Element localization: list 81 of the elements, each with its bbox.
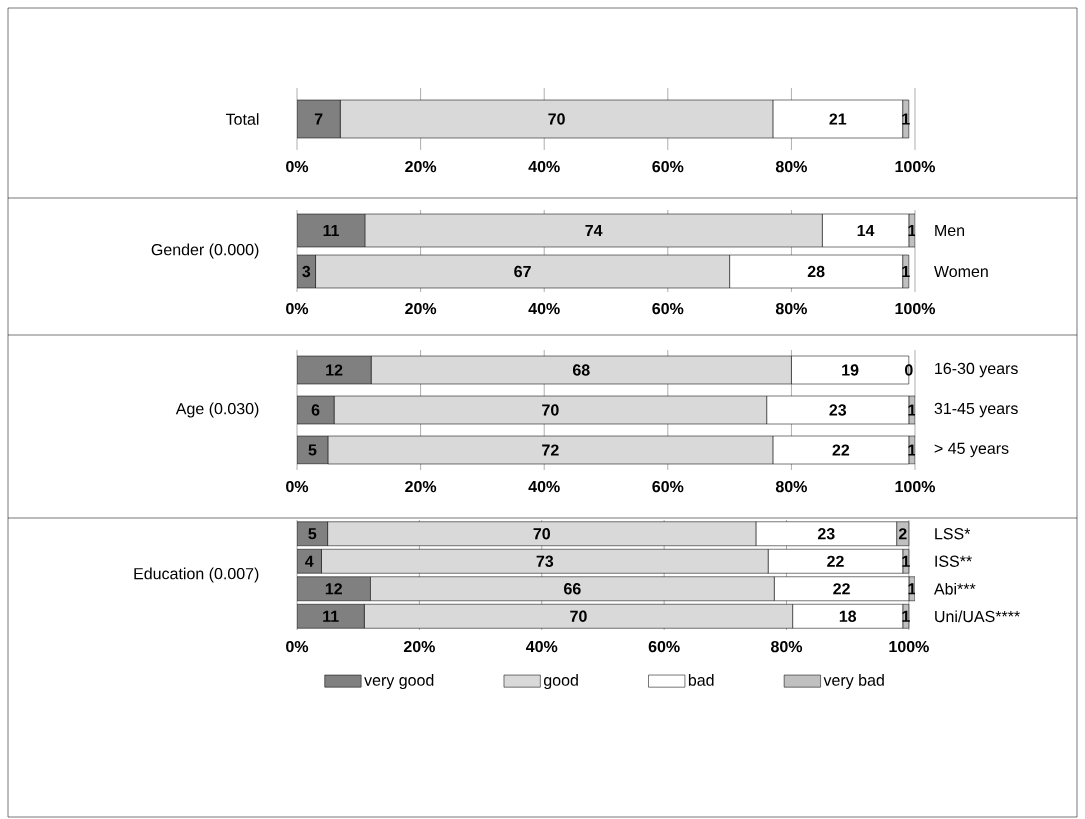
data-label: 0 <box>905 364 913 376</box>
x-tick-label: 0% <box>286 302 309 315</box>
y-axis-title: Total <box>225 113 259 125</box>
data-label: 11 <box>323 225 339 237</box>
data-label: 72 <box>542 444 559 456</box>
x-tick-label: 40% <box>528 160 560 173</box>
x-tick-label: 100% <box>895 302 936 315</box>
data-label: 70 <box>533 528 550 540</box>
x-tick-label: 80% <box>775 480 807 493</box>
data-label: 1 <box>908 404 916 416</box>
data-label: 1 <box>902 555 910 567</box>
data-label: 22 <box>827 555 844 567</box>
data-label: 66 <box>564 583 581 595</box>
data-label: 1 <box>902 113 910 125</box>
x-tick-label: 0% <box>286 160 309 173</box>
data-label: 12 <box>326 364 343 376</box>
data-label: 12 <box>325 583 342 595</box>
y-tick-label: 16-30 years <box>935 362 1018 378</box>
x-tick-label: 100% <box>889 640 929 653</box>
y-tick-label: Women <box>934 265 988 278</box>
y-tick-label: 31-45 years <box>934 402 1018 418</box>
data-label: 2 <box>898 528 907 540</box>
data-label: 28 <box>807 265 825 278</box>
data-label: 1 <box>908 444 916 456</box>
x-tick-label: 60% <box>652 160 684 173</box>
data-label: 21 <box>829 113 847 125</box>
y-tick-label: Uni/UAS**** <box>935 610 1020 623</box>
y-tick-label: Men <box>935 224 965 237</box>
data-label: 23 <box>817 528 835 540</box>
data-label: 7 <box>314 113 323 125</box>
data-label: 70 <box>570 610 587 622</box>
y-tick-label: ISS** <box>935 555 972 567</box>
x-tick-label: 100% <box>895 160 936 173</box>
y-tick-label: LSS* <box>935 528 971 540</box>
data-label: 14 <box>857 225 875 237</box>
x-tick-label: 0% <box>286 480 309 493</box>
y-tick-label: > 45 years <box>934 442 1009 458</box>
data-label: 11 <box>323 610 339 622</box>
x-tick-label: 60% <box>648 640 680 653</box>
data-label: 1 <box>902 610 910 622</box>
y-axis-title: Age (0.030) <box>175 402 259 418</box>
x-tick-label: 40% <box>528 302 560 315</box>
data-label: 73 <box>536 555 554 567</box>
data-label: 3 <box>302 265 311 278</box>
data-label: 4 <box>305 555 314 567</box>
x-tick-label: 40% <box>528 480 560 493</box>
legend-label: very bad <box>823 674 884 690</box>
x-tick-label: 80% <box>771 640 803 653</box>
data-label: 5 <box>308 444 317 456</box>
data-label: 19 <box>842 364 859 376</box>
data-label: 1 <box>902 266 910 278</box>
y-axis-title: Education (0.007) <box>134 567 259 583</box>
x-tick-label: 80% <box>775 302 807 315</box>
data-label: 74 <box>585 225 603 237</box>
y-tick-label: Abi*** <box>933 582 976 595</box>
data-label: 67 <box>514 265 531 278</box>
data-label: 1 <box>908 583 916 595</box>
data-label: 18 <box>839 610 857 622</box>
x-tick-label: 20% <box>405 160 437 173</box>
y-axis-title: Gender (0.000) <box>151 243 259 259</box>
x-tick-label: 80% <box>775 160 807 173</box>
data-label: 68 <box>572 364 590 376</box>
legend-label: very good <box>364 674 434 690</box>
data-label: 22 <box>832 444 850 456</box>
x-tick-label: 100% <box>895 480 936 493</box>
legend-label: bad <box>688 674 714 686</box>
data-label: 22 <box>833 583 850 595</box>
x-tick-label: 40% <box>526 640 558 653</box>
data-label: 70 <box>548 113 565 125</box>
data-label: 6 <box>311 404 320 416</box>
x-tick-label: 60% <box>652 480 684 493</box>
x-tick-label: 60% <box>652 302 684 315</box>
data-label: 5 <box>308 528 317 540</box>
legend-label: good <box>543 674 578 690</box>
data-label: 23 <box>829 404 847 416</box>
x-tick-label: 20% <box>403 640 435 653</box>
x-tick-label: 20% <box>405 480 437 493</box>
data-label: 70 <box>542 404 559 416</box>
x-tick-label: 0% <box>286 640 309 653</box>
data-label: 1 <box>908 225 916 237</box>
x-tick-label: 20% <box>405 302 437 315</box>
